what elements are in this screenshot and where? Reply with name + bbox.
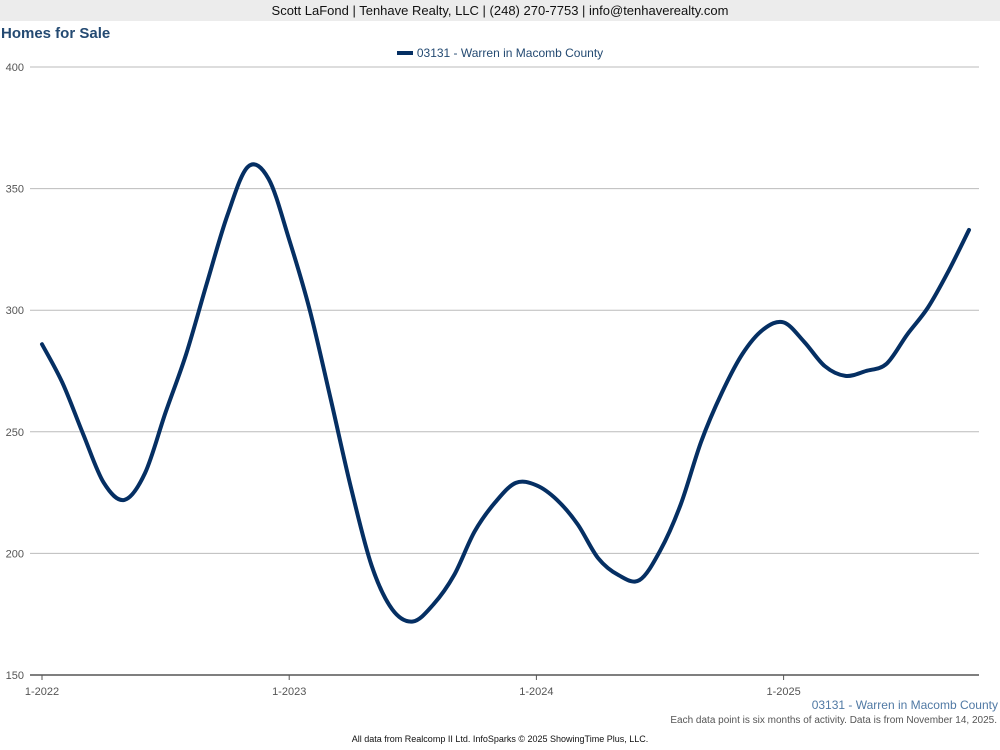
- series-line[interactable]: [40, 162, 971, 624]
- x-tick-label: 1-2023: [272, 686, 306, 698]
- chart-title: Homes for Sale: [1, 25, 111, 42]
- legend-swatch: [396, 50, 413, 55]
- legend-label: 03131 - Warren in Macomb County: [416, 46, 604, 60]
- x-tick-label: 1-2024: [519, 686, 553, 698]
- data-footnote: Each data point is six months of activit…: [670, 715, 997, 726]
- x-tick-label: 1-2022: [25, 686, 59, 698]
- series-layer: [40, 162, 971, 624]
- x-tick-label: 1-2025: [766, 686, 800, 698]
- y-tick-label: 300: [6, 305, 24, 317]
- y-tick-label: 400: [6, 62, 24, 74]
- grid-lines: [30, 66, 979, 554]
- data-credits: All data from Realcomp II Ltd. InfoSpark…: [351, 734, 649, 744]
- legend[interactable]: 03131 - Warren in Macomb County: [0, 46, 1000, 60]
- axes: [30, 674, 979, 680]
- series-caption: 03131 - Warren in Macomb County: [811, 698, 998, 712]
- contact-header: Scott LaFond | Tenhave Realty, LLC | (24…: [0, 0, 1000, 21]
- y-tick-label: 250: [6, 427, 24, 439]
- tick-labels: 150 200 250 300 350 400 1-2022 1-2023 1-2024 1-20…: [6, 62, 801, 698]
- y-tick-label: 200: [6, 548, 24, 560]
- y-tick-label: 350: [6, 184, 24, 196]
- y-tick-label: 150: [6, 670, 24, 682]
